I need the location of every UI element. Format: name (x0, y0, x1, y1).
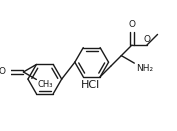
Text: CH₃: CH₃ (37, 80, 53, 89)
Text: HCl: HCl (80, 80, 100, 90)
Text: O: O (0, 67, 6, 77)
Text: O: O (143, 35, 150, 44)
Text: O: O (129, 20, 135, 29)
Text: NH₂: NH₂ (136, 64, 153, 73)
